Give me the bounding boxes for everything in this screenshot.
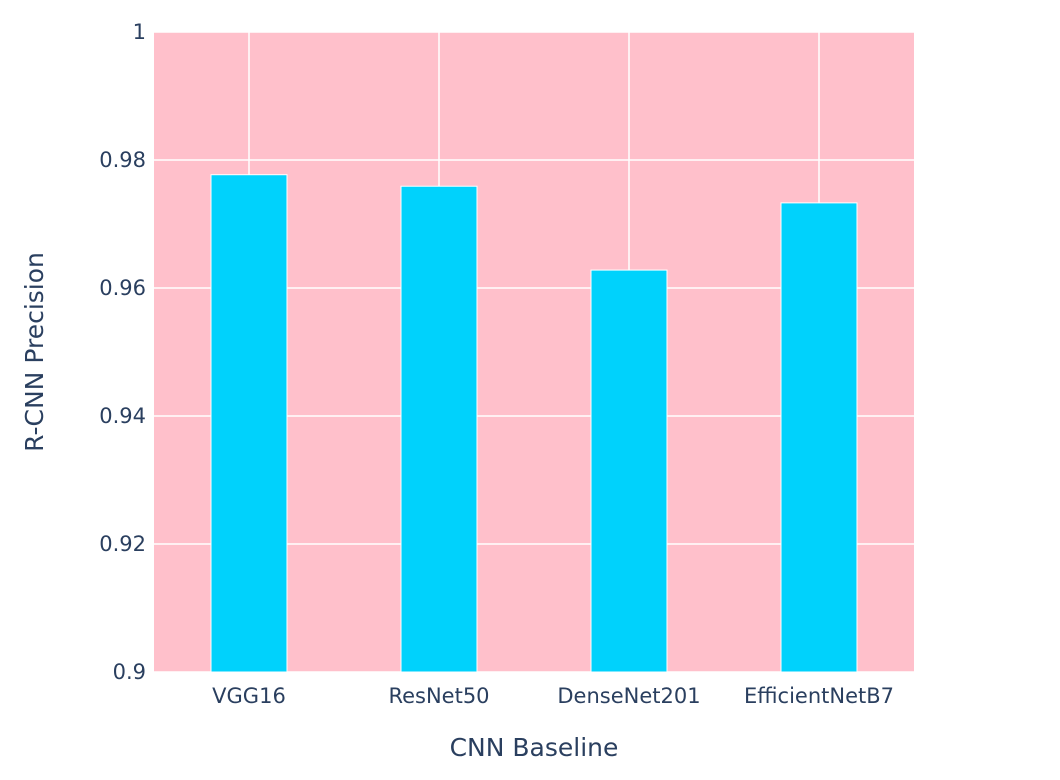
- y-tick-label: 0.92: [99, 532, 146, 556]
- y-tick-label: 1: [133, 20, 146, 44]
- x-tick-label: ResNet50: [388, 684, 489, 708]
- x-tick-label: VGG16: [212, 684, 286, 708]
- y-tick-label: 0.96: [99, 276, 146, 300]
- y-tick-labels: 0.9 0.92 0.94 0.96 0.98 1: [99, 20, 146, 684]
- x-tick-labels: VGG16 ResNet50 DenseNet201 EfficientNetB7: [212, 684, 894, 708]
- bar-efficientnetb7: [780, 202, 858, 673]
- y-tick-label: 0.9: [113, 660, 146, 684]
- y-axis-title: R-CNN Precision: [20, 252, 49, 452]
- y-tick-label: 0.94: [99, 404, 146, 428]
- x-tick-label: EfficientNetB7: [744, 684, 894, 708]
- bar-densenet201: [590, 269, 668, 673]
- bar-vgg16: [210, 174, 288, 673]
- x-axis-title: CNN Baseline: [450, 733, 619, 762]
- bars: [210, 174, 858, 673]
- bar-resnet50: [400, 185, 478, 673]
- x-tick-label: DenseNet201: [557, 684, 700, 708]
- y-tick-label: 0.98: [99, 148, 146, 172]
